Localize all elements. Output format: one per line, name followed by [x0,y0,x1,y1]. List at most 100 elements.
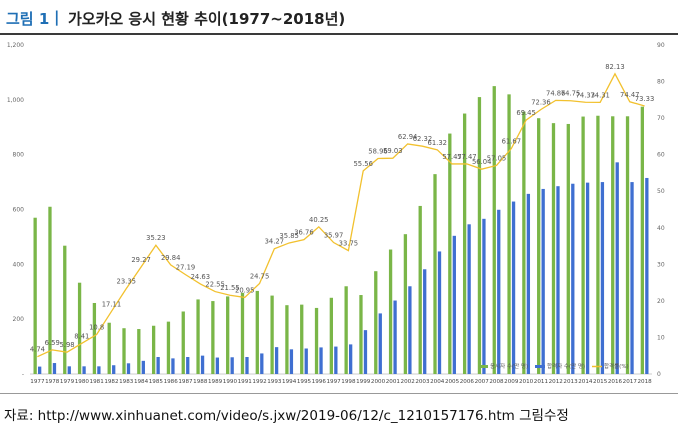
rate-data-label: 74.86 [546,89,565,97]
rate-data-label: 55.56 [353,160,372,168]
x-tick-label: 2006 [460,379,475,385]
rate-data-label: 20.95 [235,286,254,294]
y-right-tick-label: 60 [657,152,665,159]
applicants-bar [270,295,274,374]
x-tick-label: 1977 [30,379,45,385]
x-tick-label: 2005 [445,379,460,385]
x-tick-label: 1988 [193,379,208,385]
x-tick-label: 2016 [608,379,623,385]
rate-data-label: 57.05 [487,154,506,162]
admitted-bar [437,251,442,374]
applicants-bar [344,286,348,374]
legend-label-rate: 합격률(%) [604,362,629,370]
x-tick-label: 2009 [504,379,519,385]
admitted-bar [615,162,619,374]
admitted-bar [363,330,368,374]
y-left-tick-label: 1,200 [7,42,24,49]
footer-rule [0,393,678,394]
applicants-bar [611,116,615,375]
admitted-bar [497,209,501,374]
rate-data-label: 69.45 [516,109,535,117]
x-tick-label: 2012 [549,379,563,385]
y-right-tick-label: 30 [657,261,665,268]
applicants-bar [433,174,437,374]
y-left-tick-label: 400 [13,261,25,268]
rate-data-label: 74.47 [620,91,639,99]
x-tick-label: 1998 [341,379,356,385]
applicants-bar [196,299,200,374]
chart: - 200 400 600 800 1,000 1,200 0 10 20 30 40 50 60 70 80… [7,42,665,385]
applicants-bar [92,302,97,374]
applicants-bar [211,301,215,374]
rate-data-label: 27.19 [176,264,195,272]
applicants-bar [640,106,644,374]
rate-data-label: 57.47 [457,153,476,161]
rate-data-label: 40.25 [309,216,328,224]
applicants-bar [537,118,541,374]
applicants-bar [314,307,319,374]
legend-label-applicants: 응시자 수(만 명) [490,362,528,370]
applicants-bar [581,116,585,375]
applicants-bar [151,325,156,374]
x-tick-label: 1985 [149,379,164,385]
admitted-bar [38,366,42,374]
x-tick-label: 1990 [223,379,238,385]
admitted-bar [260,353,264,374]
x-tick-label: 1992 [252,379,266,385]
x-tick-label: 1997 [326,379,341,385]
applicants-bar [255,290,259,374]
admitted-bar [319,347,323,374]
rate-data-label: 23.35 [117,278,136,286]
x-tick-label: 2002 [401,379,415,385]
y-right-tick-label: 90 [657,42,665,49]
y-left-tick-label: - [22,371,24,378]
source-note: 자료: http://www.xinhuanet.com/video/s.jxw… [4,408,569,424]
rate-data-label: 10.8 [89,324,104,332]
y-left-tick-label: 200 [13,316,25,323]
header-rule [0,33,678,35]
figure-separator: | [54,8,60,26]
x-tick-label: 1996 [312,379,327,385]
rate-data-label: 5.98 [59,341,74,349]
rate-data-label: 17.11 [102,300,121,308]
admitted-bar [126,363,131,374]
x-tick-label: 2014 [578,379,593,385]
x-tick-label: 1994 [282,379,297,385]
applicants-bar [166,321,171,374]
admitted-bar [408,286,412,374]
rate-data-label: 33.75 [339,240,358,248]
y-right-tick-label: 50 [657,188,665,195]
y-right-tick-label: 20 [657,298,665,305]
rate-data-label: 74.33 [576,91,595,99]
x-tick-label: 1982 [104,379,118,385]
applicants-bar [77,282,82,374]
rate-data-label: 21.55 [220,284,239,292]
x-tick-label: 1980 [75,379,90,385]
rate-data-label: 58.96 [368,147,387,155]
rate-data-label: 6.59 [45,339,60,347]
applicants-bar [285,305,289,374]
x-tick-label: 1993 [267,379,282,385]
x-tick-label: 1987 [178,379,193,385]
applicants-bar [359,295,363,374]
y-left-tick-label: 600 [13,207,25,214]
applicants-bar [418,205,422,374]
y-right-tick-label: 10 [657,334,665,341]
applicants-bar [33,217,37,374]
rate-data-label: 29.27 [131,256,150,264]
rate-data-label: 8.41 [74,332,89,340]
admitted-bar [200,355,205,374]
applicants-bar [48,206,52,374]
applicants-bar [329,297,333,374]
rate-data-label: 61.67 [502,138,521,146]
admitted-bar [304,348,308,374]
admitted-bar [156,357,160,374]
admitted-bar [274,347,279,374]
x-tick-label: 2008 [489,379,504,385]
applicants-bar [181,311,185,374]
applicants-bar [566,123,570,375]
x-tick-label: 1984 [134,379,149,385]
admitted-bar [334,346,338,374]
admitted-bar [556,186,560,374]
figure-header: 그림 1 | 가오카오 응시 현황 추이(1977~2018년) [0,0,678,35]
